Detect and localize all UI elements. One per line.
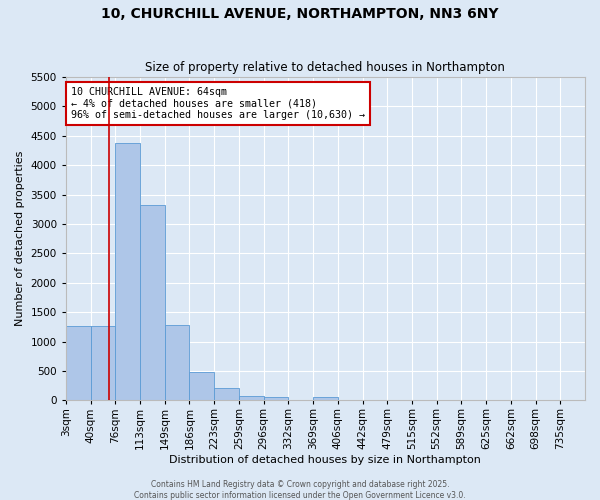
Bar (214, 388, 239, 400)
Bar (313, 398, 338, 400)
Bar (91, 326, 115, 400)
Bar (263, 398, 289, 400)
Bar (115, 143, 140, 401)
Bar (190, 372, 214, 400)
Y-axis label: Number of detached properties: Number of detached properties (15, 151, 25, 326)
Text: 10, CHURCHILL AVENUE, NORTHAMPTON, NN3 6NY: 10, CHURCHILL AVENUE, NORTHAMPTON, NN3 6… (101, 8, 499, 22)
Text: 10 CHURCHILL AVENUE: 64sqm
← 4% of detached houses are smaller (418)
96% of semi: 10 CHURCHILL AVENUE: 64sqm ← 4% of detac… (71, 87, 365, 120)
Title: Size of property relative to detached houses in Northampton: Size of property relative to detached ho… (145, 62, 505, 74)
Bar (165, 325, 190, 400)
Bar (66, 326, 91, 400)
Bar (239, 396, 263, 400)
Bar (140, 205, 165, 400)
X-axis label: Distribution of detached houses by size in Northampton: Distribution of detached houses by size … (169, 455, 481, 465)
Text: Contains HM Land Registry data © Crown copyright and database right 2025.
Contai: Contains HM Land Registry data © Crown c… (134, 480, 466, 500)
